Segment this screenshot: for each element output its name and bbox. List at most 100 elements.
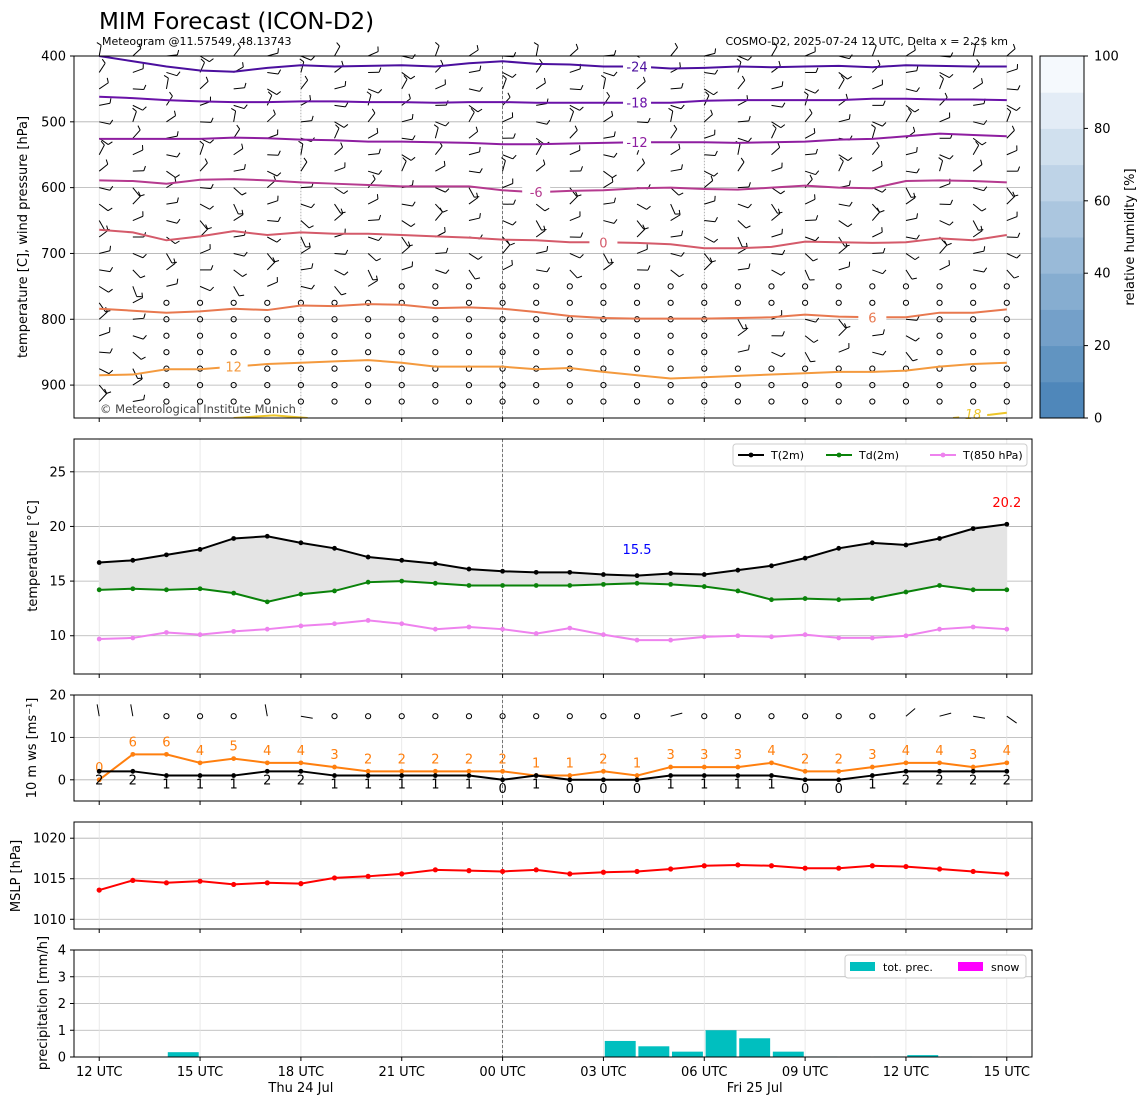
calm-wind-marker xyxy=(331,713,338,720)
wind-barb xyxy=(771,351,782,358)
wind-barb xyxy=(368,219,380,222)
wind-barb xyxy=(972,203,983,212)
calm-wind-marker xyxy=(869,365,876,372)
wind-barb-flag xyxy=(673,124,678,130)
data-label: 3 xyxy=(734,748,742,763)
wind-barb-flag xyxy=(845,93,848,99)
wind-barb xyxy=(98,368,110,375)
wind-barb xyxy=(401,203,413,207)
data-label: 2 xyxy=(398,752,406,767)
wind-barb-flag xyxy=(412,201,416,207)
wind-barb-flag xyxy=(142,253,147,259)
wind-barb xyxy=(973,187,984,192)
wind-barb xyxy=(98,229,109,238)
wind-barb-flag xyxy=(981,208,987,212)
data-point xyxy=(365,773,371,778)
wind-barb-flag xyxy=(575,43,579,49)
wind-barb xyxy=(670,252,682,257)
wind-barb xyxy=(771,46,778,57)
wind-barb-flag xyxy=(474,196,480,198)
data-point xyxy=(533,867,539,873)
data-point xyxy=(701,584,707,589)
wind-barb-flag xyxy=(780,190,786,195)
wind-barb xyxy=(905,335,916,342)
calm-wind-marker xyxy=(196,398,204,405)
y-tick-label: 600 xyxy=(41,181,66,196)
data-point xyxy=(600,869,607,875)
wind-barb-flag xyxy=(781,352,786,358)
wind-barb xyxy=(703,180,714,189)
calm-wind-marker xyxy=(768,381,775,389)
calm-wind-marker xyxy=(633,283,641,290)
wind-barb xyxy=(804,236,816,242)
wind-barb xyxy=(401,160,407,172)
wind-barb-flag xyxy=(946,242,952,246)
legend-box xyxy=(732,443,1028,467)
isotherm-label-bg xyxy=(623,57,652,75)
wind-barb xyxy=(939,712,952,717)
wind-barb-flag xyxy=(1006,107,1012,112)
wind-barb-flag xyxy=(840,75,845,80)
wind-barb-flag xyxy=(574,125,578,131)
wind-barb-flag xyxy=(210,117,214,123)
wind-barb xyxy=(199,220,208,230)
wind-barb-flag xyxy=(944,240,948,246)
wind-barb xyxy=(670,214,681,221)
wind-barb xyxy=(334,269,345,276)
wind-barb-flag xyxy=(335,124,340,129)
calm-wind-marker xyxy=(398,398,405,405)
calm-wind-marker xyxy=(465,349,473,356)
wind-barb-flag xyxy=(815,317,820,323)
calm-wind-marker xyxy=(869,398,876,405)
calm-wind-marker xyxy=(264,365,271,372)
wind-barb-flag xyxy=(948,73,954,78)
isotherm-label-bg xyxy=(589,233,618,251)
calm-wind-marker xyxy=(667,283,674,290)
wind-barb-flag xyxy=(308,225,314,229)
wind-barb-flag xyxy=(848,180,851,186)
wind-barb xyxy=(199,144,205,155)
wind-barb xyxy=(300,143,304,155)
data-point xyxy=(399,578,405,584)
x-tick-label: 06 UTC xyxy=(681,1065,727,1080)
calm-wind-marker xyxy=(835,398,842,405)
wind-barb-flag xyxy=(205,224,209,230)
calm-wind-marker xyxy=(230,299,237,306)
calm-wind-marker xyxy=(432,283,439,290)
wind-barb-flag xyxy=(366,91,372,96)
data-point xyxy=(264,626,270,632)
data-point xyxy=(365,873,371,879)
series-t2m xyxy=(96,521,1010,579)
data-point xyxy=(836,777,842,783)
wind-barb xyxy=(435,252,447,254)
wind-barb-flag xyxy=(411,180,414,186)
data-point xyxy=(130,557,136,563)
wind-barb xyxy=(535,220,542,231)
calm-wind-marker xyxy=(533,713,540,720)
data-point xyxy=(466,868,472,874)
y-tick-label: 3 xyxy=(58,970,66,985)
data-point xyxy=(937,626,942,632)
wind-barb-flag xyxy=(243,164,246,170)
wind-barb-flag xyxy=(916,65,919,71)
wind-barb xyxy=(266,95,273,106)
wind-barb xyxy=(603,95,610,106)
wind-barb xyxy=(804,351,811,363)
isotherm-label-bg xyxy=(623,133,652,151)
wind-barb-flag xyxy=(108,288,113,293)
data-point xyxy=(903,633,909,639)
wind-barb-flag xyxy=(444,226,446,233)
wind-barb xyxy=(704,236,715,243)
calm-wind-marker xyxy=(264,316,271,323)
data-point xyxy=(634,777,640,783)
wind-barb-flag xyxy=(913,45,916,51)
data-point xyxy=(500,777,505,783)
data-point xyxy=(869,764,875,770)
data-point xyxy=(500,568,505,574)
wind-barb xyxy=(737,220,747,229)
isotherm-label: 6 xyxy=(868,311,876,326)
wind-barb xyxy=(98,82,109,90)
wind-barb xyxy=(569,149,581,156)
wind-barb xyxy=(166,135,178,139)
calm-wind-marker xyxy=(264,332,271,339)
